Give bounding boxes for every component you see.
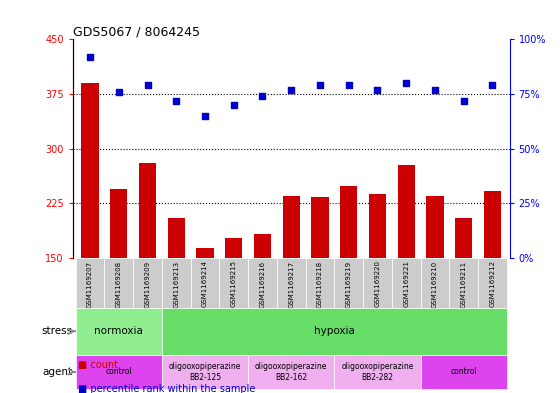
Point xyxy=(114,88,123,95)
Text: GSM1169214: GSM1169214 xyxy=(202,261,208,307)
Bar xyxy=(334,258,363,308)
Bar xyxy=(421,355,507,389)
Bar xyxy=(363,258,392,308)
Text: GSM1169219: GSM1169219 xyxy=(346,261,352,308)
Bar xyxy=(449,258,478,308)
Bar xyxy=(392,258,421,308)
Text: GSM1169217: GSM1169217 xyxy=(288,261,294,308)
Text: GSM1169212: GSM1169212 xyxy=(489,261,496,307)
Point xyxy=(488,82,497,88)
Bar xyxy=(190,258,220,308)
Point xyxy=(402,80,410,86)
Point xyxy=(459,97,468,104)
Point xyxy=(258,93,267,99)
Bar xyxy=(76,258,104,308)
Text: oligooxopiperazine
BB2-162: oligooxopiperazine BB2-162 xyxy=(255,362,328,382)
Bar xyxy=(162,355,248,389)
Text: ■ count: ■ count xyxy=(78,360,118,371)
Text: ■ percentile rank within the sample: ■ percentile rank within the sample xyxy=(78,384,256,393)
Bar xyxy=(398,165,415,258)
Text: GSM1169209: GSM1169209 xyxy=(144,261,151,308)
Text: hypoxia: hypoxia xyxy=(314,326,354,336)
Text: GSM1169211: GSM1169211 xyxy=(461,261,466,308)
Text: agent: agent xyxy=(42,367,72,377)
Bar xyxy=(220,258,248,308)
Bar xyxy=(225,237,242,258)
Text: GSM1169220: GSM1169220 xyxy=(375,261,380,307)
Bar xyxy=(162,258,190,308)
Point xyxy=(431,86,440,93)
Point xyxy=(373,86,382,93)
Bar xyxy=(254,234,271,258)
Bar xyxy=(340,187,357,258)
Point xyxy=(344,82,353,88)
Point xyxy=(287,86,296,93)
Text: GSM1169213: GSM1169213 xyxy=(173,261,179,308)
Bar xyxy=(110,189,128,258)
Bar xyxy=(197,248,213,258)
Bar xyxy=(426,196,444,258)
Text: GSM1169210: GSM1169210 xyxy=(432,261,438,308)
Text: GSM1169221: GSM1169221 xyxy=(403,261,409,307)
Text: normoxia: normoxia xyxy=(94,326,143,336)
Text: GSM1169218: GSM1169218 xyxy=(317,261,323,308)
Text: GSM1169208: GSM1169208 xyxy=(116,261,122,308)
Bar xyxy=(369,194,386,258)
Text: GSM1169216: GSM1169216 xyxy=(259,261,265,308)
Point xyxy=(172,97,181,104)
Point xyxy=(315,82,324,88)
Bar xyxy=(167,218,185,258)
Bar xyxy=(421,258,449,308)
Text: control: control xyxy=(450,367,477,376)
Text: oligooxopiperazine
BB2-282: oligooxopiperazine BB2-282 xyxy=(341,362,414,382)
Text: stress: stress xyxy=(41,326,72,336)
Bar xyxy=(311,197,329,258)
Point xyxy=(200,113,209,119)
Bar xyxy=(277,258,306,308)
Bar xyxy=(76,355,162,389)
Bar xyxy=(104,258,133,308)
Bar xyxy=(162,308,507,355)
Bar xyxy=(484,191,501,258)
Point xyxy=(229,102,238,108)
Point xyxy=(143,82,152,88)
Text: GSM1169215: GSM1169215 xyxy=(231,261,237,307)
Bar xyxy=(306,258,334,308)
Text: GDS5067 / 8064245: GDS5067 / 8064245 xyxy=(73,25,200,38)
Bar xyxy=(334,355,421,389)
Point xyxy=(86,53,95,60)
Bar xyxy=(455,218,472,258)
Text: oligooxopiperazine
BB2-125: oligooxopiperazine BB2-125 xyxy=(169,362,241,382)
Bar xyxy=(81,83,99,258)
Bar xyxy=(283,196,300,258)
Text: control: control xyxy=(105,367,132,376)
Bar xyxy=(139,163,156,258)
Bar xyxy=(478,258,507,308)
Bar xyxy=(76,308,162,355)
Bar xyxy=(248,355,334,389)
Bar xyxy=(133,258,162,308)
Text: GSM1169207: GSM1169207 xyxy=(87,261,93,308)
Bar xyxy=(248,258,277,308)
